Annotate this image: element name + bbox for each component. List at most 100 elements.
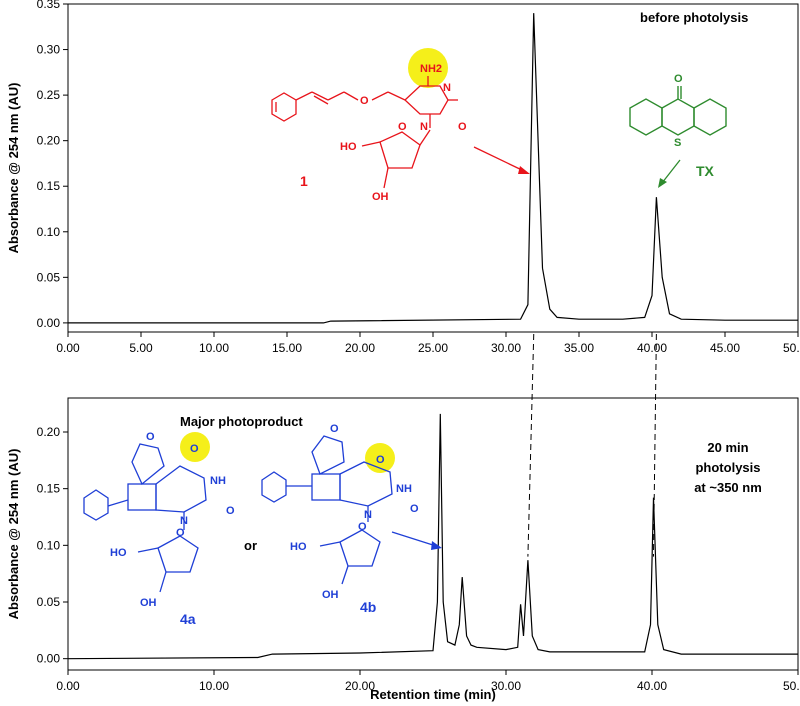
cyclobutane-ring: [127, 483, 157, 511]
bottom-x-axis-label: Retention time (min): [370, 687, 496, 702]
compound-1-structure: [271, 48, 458, 189]
bottom-x-axis: 0.00 10.00 20.00 30.00 40.00 50.00: [56, 670, 800, 693]
atom-label: HO: [340, 141, 357, 153]
x-tick-label: 0.00: [56, 341, 80, 355]
atom-label: O: [190, 443, 199, 455]
annotation-line: photolysis: [695, 460, 760, 475]
atom-label: O: [410, 503, 419, 515]
atom-label: O: [376, 454, 385, 466]
x-tick-label: 40.00: [637, 341, 667, 355]
x-tick-label: 35.00: [564, 341, 594, 355]
bottom-chart-panel: 0.00 0.05 0.10 0.15 0.20 0.00 10.00 20.00 30.00…: [6, 397, 800, 702]
atom-label: NH2: [420, 63, 442, 75]
furan-ring: [131, 443, 165, 486]
y-tick-label: 0.00: [37, 316, 61, 330]
bottom-y-axis-label: Absorbance @ 254 nm (AU): [6, 449, 21, 620]
annotation-line: 20 min: [707, 440, 748, 455]
photoproduct-arrowhead: [431, 541, 442, 550]
sugar-ring: [339, 529, 381, 567]
x-tick-label: 30.00: [491, 341, 521, 355]
compound-tx-atom-labels: O S: [674, 73, 683, 149]
atom-label: O: [360, 95, 369, 107]
sugar-ring: [379, 131, 421, 169]
top-x-axis: 0.00 5.00 10.00 15.00 20.00 25.00 30.00 35.00 40…: [56, 332, 800, 355]
or-label: or: [244, 538, 257, 553]
y-tick-label: 0.20: [37, 134, 61, 148]
y-tick-label: 0.35: [37, 0, 61, 11]
phenyl-ring: [83, 489, 109, 521]
x-tick-label: 40.00: [637, 679, 667, 693]
atom-label: O: [674, 73, 683, 85]
compound-4b-structure: [261, 435, 395, 585]
y-tick-label: 0.20: [37, 425, 61, 439]
atom-label: O: [398, 121, 407, 133]
y-tick-label: 0.15: [37, 179, 61, 193]
atom-label: N: [420, 121, 428, 133]
atom-label: O: [330, 423, 339, 435]
atom-label: O: [458, 121, 467, 133]
compound-1-label: 1: [300, 173, 308, 189]
top-chart-panel: 0.00 0.05 0.10 0.15 0.20 0.25 0.30 0.35 0.00 5.0…: [6, 0, 800, 355]
atom-label: O: [358, 521, 367, 533]
x-tick-label: 10.00: [199, 679, 229, 693]
y-tick-label: 0.25: [37, 88, 61, 102]
atom-label: OH: [372, 191, 389, 203]
atom-label: O: [146, 431, 155, 443]
bottom-plot-frame: [67, 397, 799, 671]
y-tick-label: 0.05: [37, 595, 61, 609]
bottom-chromatogram-trace: [67, 413, 798, 660]
x-tick-label: 30.00: [491, 679, 521, 693]
compound-1-atom-labels: NH2 N N O O O HO OH: [340, 63, 467, 203]
photoproduct-arrow: [391, 531, 437, 547]
pyrimidine-ring: [339, 461, 393, 507]
top-annotation: before photolysis: [640, 10, 748, 25]
top-y-axis-label: Absorbance @ 254 nm (AU): [6, 83, 21, 254]
x-tick-label: 20.00: [345, 341, 375, 355]
compound-4b-atom-labels: O O NH N O HO O OH: [290, 423, 419, 601]
y-tick-label: 0.30: [37, 43, 61, 57]
carbonyl-highlight: [180, 432, 210, 462]
cyclobutane-ring: [311, 473, 341, 501]
tx-left-ring: [629, 98, 663, 136]
x-tick-label: 45.00: [710, 341, 740, 355]
tx-arrow: [661, 159, 681, 184]
annotation-line: at ~350 nm: [694, 480, 762, 495]
atom-label: HO: [110, 547, 127, 559]
compound-4a-label: 4a: [180, 611, 196, 627]
atom-label: OH: [322, 589, 339, 601]
pyrimidine-ring: [404, 85, 449, 115]
atom-label: N: [364, 509, 372, 521]
sugar-ring: [157, 535, 199, 573]
atom-label: N: [180, 515, 188, 527]
x-tick-label: 0.00: [56, 679, 80, 693]
y-tick-label: 0.00: [37, 652, 61, 666]
compound-1-arrow: [473, 146, 527, 173]
amine-highlight: [408, 48, 448, 88]
furan-ring: [311, 435, 345, 475]
y-tick-label: 0.10: [37, 225, 61, 239]
atom-label: N: [443, 82, 451, 94]
x-tick-label: 20.00: [345, 679, 375, 693]
x-tick-label: 50.00: [783, 341, 800, 355]
atom-label: O: [226, 505, 235, 517]
atom-label: NH: [396, 483, 412, 495]
compound-4a-atom-labels: O O NH N O HO O OH: [110, 431, 235, 609]
compound-tx-structure: [629, 86, 727, 136]
compound-1-arrowhead: [518, 166, 530, 174]
x-tick-label: 50.00: [783, 679, 800, 693]
phenyl-ring: [271, 92, 297, 122]
atom-label: OH: [140, 597, 157, 609]
pyrimidine-ring: [155, 465, 207, 513]
compound-4b-label: 4b: [360, 599, 376, 615]
phenyl-ring: [261, 471, 287, 503]
top-y-axis: 0.00 0.05 0.10 0.15 0.20 0.25 0.30 0.35: [37, 0, 68, 330]
compound-tx-label: TX: [696, 163, 715, 179]
major-photoproduct-label: Major photoproduct: [180, 414, 303, 429]
atom-label: O: [176, 527, 185, 539]
atom-label: HO: [290, 541, 307, 553]
x-tick-label: 25.00: [418, 341, 448, 355]
atom-label: S: [674, 137, 681, 149]
bottom-annotation: 20 min photolysis at ~350 nm: [694, 440, 762, 495]
tx-right-ring: [693, 98, 727, 136]
x-tick-label: 15.00: [272, 341, 302, 355]
